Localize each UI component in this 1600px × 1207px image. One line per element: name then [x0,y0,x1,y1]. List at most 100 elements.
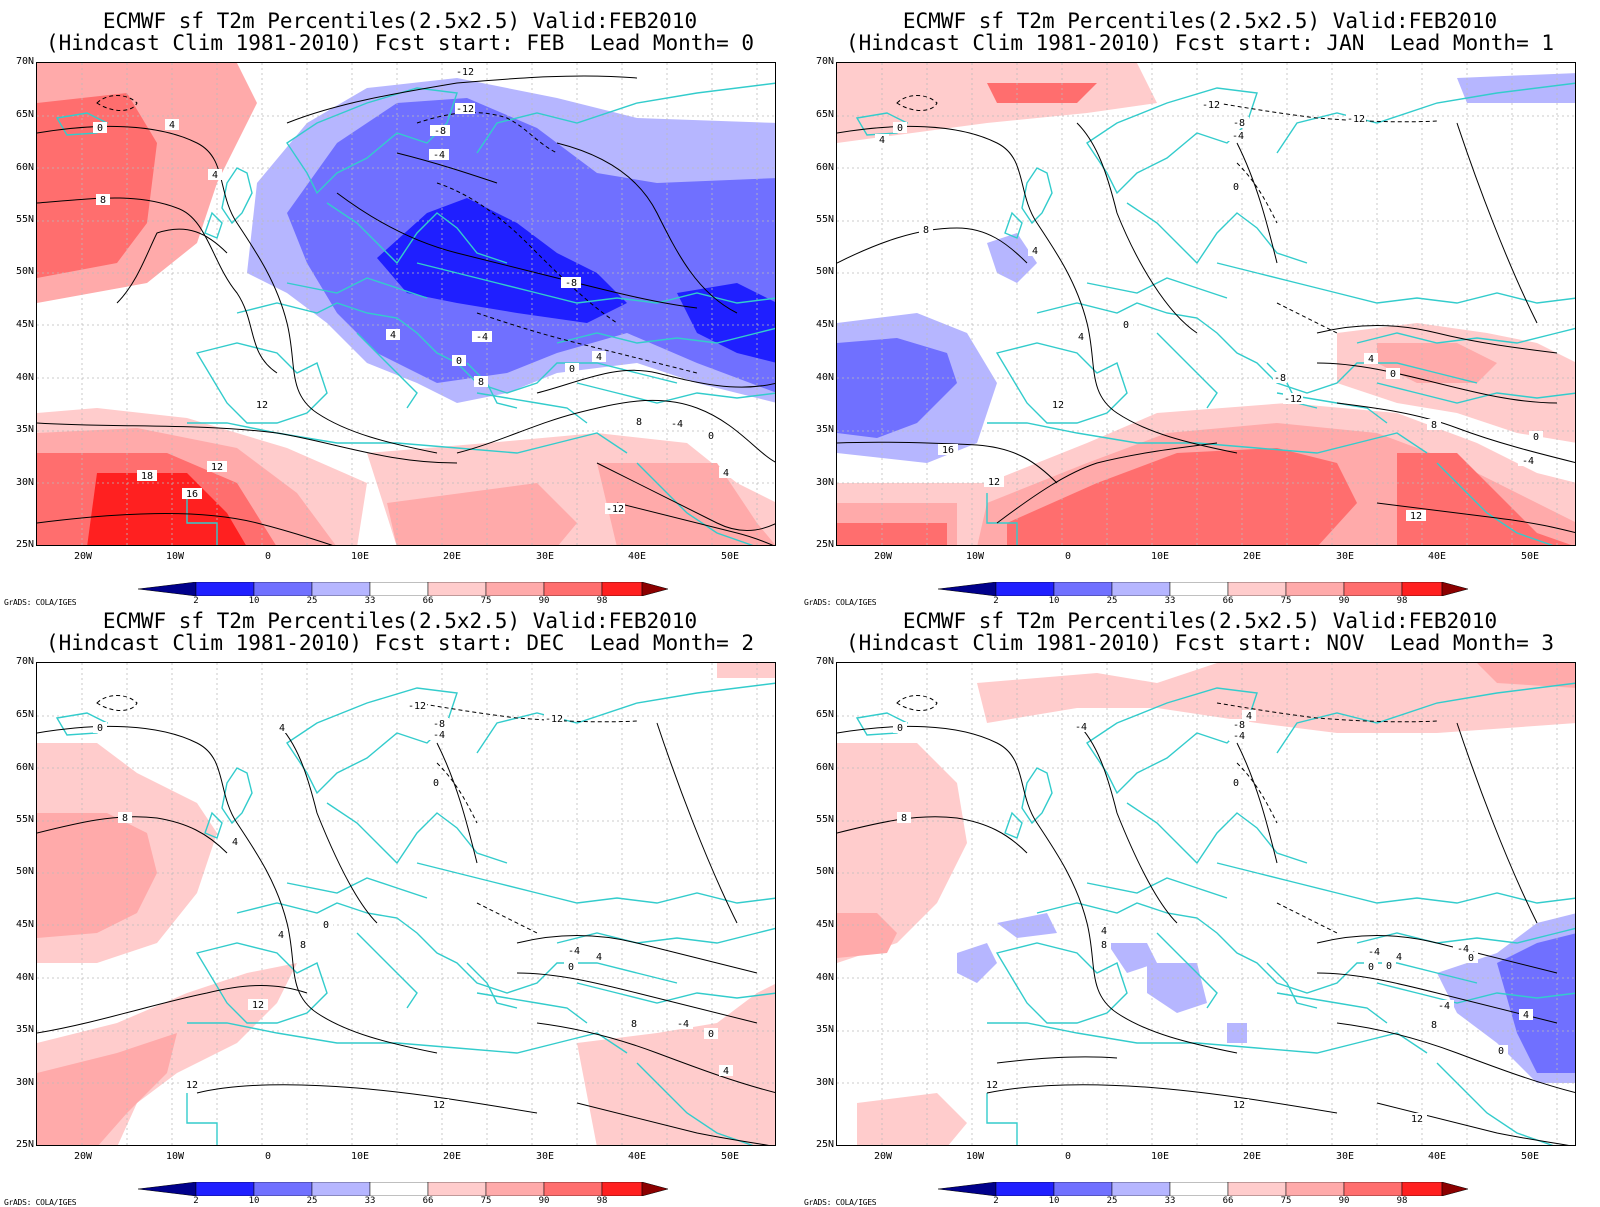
colorbar-label: 2 [193,596,199,606]
lat-label: 65N [15,709,34,720]
contour-label: -8 [1233,118,1245,129]
lat-label: 35N [15,424,34,435]
lat-label: 40N [15,972,34,983]
contour-label: -12 [456,104,474,115]
colorbar-label: 66 [1222,1196,1234,1206]
contour-label: 0 [897,723,903,734]
contour-label: -4 [1368,947,1380,958]
contour-label: 4 [596,352,602,363]
lon-label: 40E [627,1151,647,1162]
contour-label: 4 [232,837,238,848]
lat-label: 35N [815,424,834,435]
lat-label: 25N [15,539,34,550]
panel-title-line2: (Hindcast Clim 1981-2010) Fcst start: NO… [845,631,1554,655]
contour-label: 4 [169,120,175,131]
colorbar-label: 33 [1164,596,1176,606]
contour-label: 0 [323,920,329,931]
contour-label: 0 [708,431,714,442]
contour-label: 4 [723,1066,729,1077]
lon-label: 50E [1520,551,1540,562]
colorbar-label: 90 [538,596,550,606]
lat-label: 45N [15,319,34,330]
lon-label: 20E [442,551,462,562]
contour-label: 0 [433,778,439,789]
contour-label: -12 [545,714,563,725]
lat-label: 40N [815,972,834,983]
panel-lead-3: ECMWF sf T2m Percentiles(2.5x2.5) Valid:… [800,600,1600,1207]
grads-credit: GrADS: COLA/IGES [4,1198,77,1207]
lat-label: 35N [15,1024,34,1035]
colorbar-label: 25 [1106,1196,1118,1206]
contour-label: 12 [988,477,1000,488]
lat-label: 65N [15,109,34,120]
contour-label: 0 [456,356,462,367]
lat-label: 25N [15,1139,34,1150]
contour-label: 18 [141,471,153,482]
contour-label: 4 [278,930,284,941]
contour-label: -12 [408,701,426,712]
lat-label: 45N [815,319,834,330]
contour-label: 16 [186,489,198,500]
panel-lead-2: ECMWF sf T2m Percentiles(2.5x2.5) Valid:… [0,600,800,1207]
lon-label: 10W [965,1151,985,1162]
contour-label: 4 [879,135,885,146]
lon-label: 20E [1242,551,1262,562]
lon-label: 20W [73,1151,93,1162]
colorbar-label: 66 [422,596,434,606]
contour-label: 4 [596,952,602,963]
contour-label: -4 [476,332,488,343]
grads-credit: GrADS: COLA/IGES [804,598,877,607]
contour-label: 0 [1386,961,1392,972]
colorbar-label: 33 [1164,1196,1176,1206]
contour-label: 8 [636,417,642,428]
lat-label: 65N [815,709,834,720]
contour-label: 8 [300,940,306,951]
lon-label: 10E [350,1151,370,1162]
contour-label: 12 [1411,1114,1423,1125]
contour-label: 0 [897,123,903,134]
lat-label: 55N [15,814,34,825]
lat-label: 45N [815,919,834,930]
lat-label: 50N [815,266,834,277]
colorbar-label: 90 [538,1196,550,1206]
lon-label: 10W [165,551,185,562]
lat-label: 65N [815,109,834,120]
contour-label: 8 [1101,940,1107,951]
lon-label: 20W [73,551,93,562]
lon-label: 10E [1150,551,1170,562]
contour-label: -12 [456,67,474,78]
panel-title-line1: ECMWF sf T2m Percentiles(2.5x2.5) Valid:… [102,9,698,33]
panel-title-line1: ECMWF sf T2m Percentiles(2.5x2.5) Valid:… [902,9,1498,33]
contour-label: -4 [671,419,683,430]
lon-label: 10E [1150,1151,1170,1162]
contour-label: 4 [212,170,218,181]
lat-label: 70N [15,56,34,67]
lat-label: 70N [15,656,34,667]
contour-label: 4 [1078,332,1084,343]
colorbar-label: 25 [306,1196,318,1206]
colorbar [138,1182,668,1196]
panel-title-line2: (Hindcast Clim 1981-2010) Fcst start: FE… [45,31,754,55]
contour-label: 12 [211,462,223,473]
lon-label: 30E [1335,1151,1355,1162]
contour-label: 0 [1123,320,1129,331]
contour-label: 12 [1052,400,1064,411]
contour-label: 4 [1032,246,1038,257]
contour-label: 4 [279,723,285,734]
contour-label: -4 [1438,1001,1450,1012]
lon-label: 0 [264,1151,272,1162]
contour-label: 8 [631,1019,637,1030]
contour-label: 12 [1233,1100,1245,1111]
contour-label: 4 [1523,1010,1529,1021]
contour-label: 8 [1431,420,1437,431]
lat-label: 70N [815,56,834,67]
contour-label: -4 [677,1019,689,1030]
contour-label: 0 [1498,1046,1504,1057]
lat-label: 55N [15,214,34,225]
contour-label: 0 [1533,432,1539,443]
contour-label: 12 [256,400,268,411]
colorbar-label: 10 [1048,1196,1060,1206]
lat-label: 70N [815,656,834,667]
panel-lead-1: ECMWF sf T2m Percentiles(2.5x2.5) Valid:… [800,0,1600,607]
contour-label: 4 [1368,354,1374,365]
